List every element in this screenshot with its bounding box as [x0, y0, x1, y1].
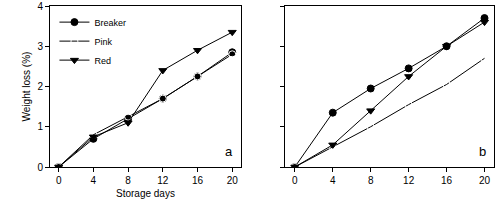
- svg-text:2: 2: [37, 81, 43, 92]
- svg-text:Red: Red: [94, 56, 111, 66]
- svg-text:0: 0: [56, 175, 62, 186]
- svg-text:1: 1: [37, 121, 43, 132]
- svg-text:8: 8: [125, 175, 131, 186]
- svg-text:Breaker: Breaker: [94, 18, 126, 28]
- svg-text:12: 12: [403, 175, 415, 186]
- svg-text:0: 0: [292, 175, 298, 186]
- svg-text:12: 12: [157, 175, 169, 186]
- svg-text:Storage days: Storage days: [116, 188, 175, 199]
- svg-text:4: 4: [37, 1, 43, 12]
- svg-text:20: 20: [479, 175, 491, 186]
- svg-text:Weight loss (%): Weight loss (%): [21, 52, 32, 122]
- svg-text:b: b: [479, 144, 486, 159]
- svg-text:a: a: [225, 144, 233, 159]
- svg-text:0: 0: [37, 162, 43, 173]
- svg-text:16: 16: [441, 175, 453, 186]
- svg-text:3: 3: [37, 41, 43, 52]
- svg-text:16: 16: [192, 175, 204, 186]
- svg-text:4: 4: [91, 175, 97, 186]
- svg-text:20: 20: [227, 175, 239, 186]
- svg-text:4: 4: [330, 175, 336, 186]
- svg-text:8: 8: [368, 175, 374, 186]
- svg-text:Pink: Pink: [94, 37, 112, 47]
